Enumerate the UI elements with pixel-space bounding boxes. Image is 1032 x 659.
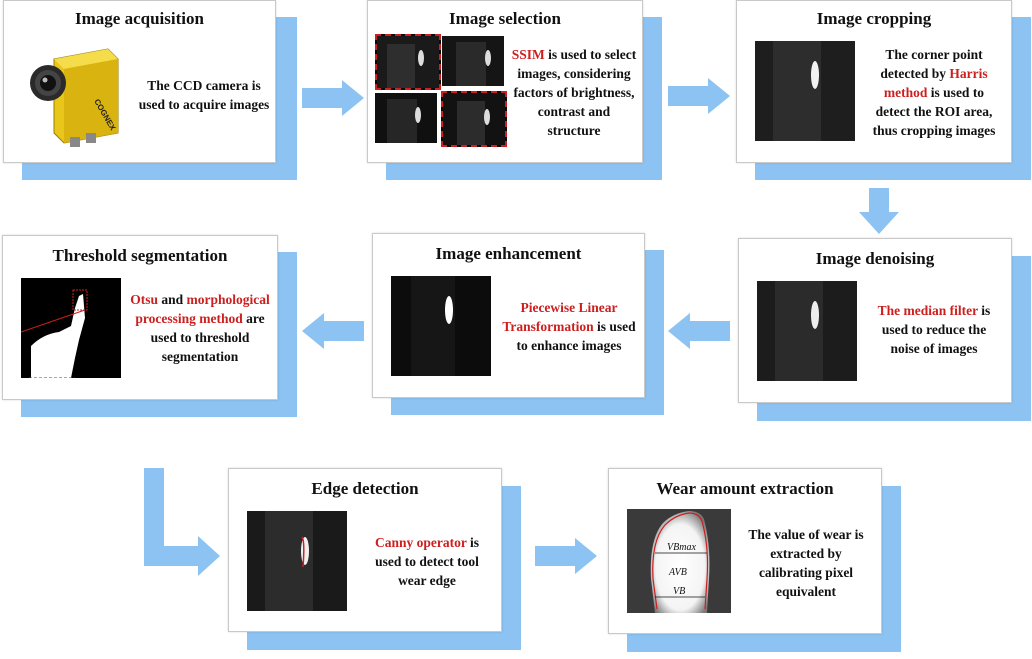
threshold-desc-line-3: used to threshold bbox=[150, 330, 250, 345]
cropping-desc-line-2: detected by Harris bbox=[859, 64, 1009, 83]
ssim-highlight: SSIM bbox=[511, 47, 545, 62]
arrow-left-icon bbox=[668, 313, 730, 349]
piecewise-highlight: Piecewise Linear bbox=[520, 300, 618, 315]
wear-desc-line-3: calibrating pixel bbox=[758, 565, 854, 580]
edge-desc-line-3: wear edge bbox=[398, 573, 456, 588]
arrow-right-icon bbox=[302, 80, 364, 116]
selection-desc-rest: is used to select bbox=[544, 47, 637, 62]
denoising-title: Image denoising bbox=[815, 249, 935, 268]
edge-title: Edge detection bbox=[311, 479, 419, 498]
threshold-image bbox=[21, 278, 121, 378]
selection-desc-line-2: images, considering bbox=[517, 66, 631, 81]
cropping-image bbox=[755, 41, 855, 141]
acquisition-title: Image acquisition bbox=[75, 9, 204, 28]
threshold-title: Threshold segmentation bbox=[52, 246, 228, 265]
edge-image bbox=[247, 511, 347, 611]
method-highlight: method bbox=[883, 85, 928, 100]
enhancement-card: Image enhancement Piecewise Linear Trans… bbox=[372, 233, 645, 398]
threshold-desc-line-2: processing method are bbox=[123, 309, 277, 328]
threshold-and: and bbox=[157, 292, 187, 307]
cropping-card: Image cropping The corner point detected… bbox=[736, 0, 1012, 163]
denoising-desc-line-1: The median filter is bbox=[859, 301, 1009, 320]
acquisition-desc-line-1: The CCD camera is bbox=[147, 78, 261, 93]
threshold-desc: Otsu and morphological processing method… bbox=[123, 290, 277, 366]
selection-desc-line-1: SSIM is used to select bbox=[505, 45, 643, 64]
enhancement-desc-rest: is used bbox=[593, 319, 636, 334]
edge-card: Edge detection Canny operator is used to… bbox=[228, 468, 502, 632]
selection-desc: SSIM is used to select images, consideri… bbox=[505, 45, 643, 140]
arrow-right-icon bbox=[668, 78, 730, 114]
arrow-elbow-icon bbox=[144, 468, 220, 576]
selection-card: Image selection SSIM is used to select i… bbox=[367, 0, 643, 163]
enhancement-image bbox=[391, 276, 491, 376]
threshold-are: are bbox=[242, 311, 265, 326]
arrow-left-icon bbox=[302, 313, 364, 349]
median-filter-highlight: The median filter bbox=[877, 303, 978, 318]
denoising-desc-line-2: used to reduce the bbox=[881, 322, 987, 337]
wear-desc-line-1: The value of wear is bbox=[748, 527, 864, 542]
wear-desc-line-2: extracted by bbox=[770, 546, 842, 561]
wear-label-vb: VB bbox=[673, 586, 685, 597]
cropping-desc-pre: detected by bbox=[880, 66, 950, 81]
wear-label-vbmax: VBmax bbox=[667, 542, 696, 553]
cropping-desc: The corner point detected by Harris meth… bbox=[859, 45, 1009, 140]
enhancement-title: Image enhancement bbox=[435, 244, 582, 263]
selection-image-3 bbox=[375, 93, 437, 143]
morphological-highlight: morphological bbox=[186, 292, 270, 307]
selection-image-4 bbox=[441, 91, 507, 147]
edge-desc-line-1: Canny operator is bbox=[355, 533, 499, 552]
arrow-down-icon bbox=[859, 188, 899, 234]
denoising-card: Image denoising The median filter is use… bbox=[738, 238, 1012, 403]
enhancement-desc-line-3: to enhance images bbox=[516, 338, 622, 353]
threshold-card: Threshold segmentation Otsu and morpholo… bbox=[2, 235, 278, 400]
arrow-right-icon bbox=[535, 538, 597, 574]
canny-highlight: Canny operator bbox=[374, 535, 467, 550]
acquisition-desc-line-2: used to acquire images bbox=[138, 97, 270, 112]
denoising-image bbox=[757, 281, 857, 381]
processing-method-highlight: processing method bbox=[135, 311, 243, 326]
selection-desc-line-4: contrast and bbox=[537, 104, 611, 119]
cropping-desc-post: is used to bbox=[927, 85, 985, 100]
otsu-highlight: Otsu bbox=[130, 292, 158, 307]
edge-desc-line-2: used to detect tool bbox=[375, 554, 479, 569]
cropping-desc-line-1: The corner point bbox=[885, 47, 983, 62]
transformation-highlight: Transformation bbox=[502, 319, 594, 334]
denoising-desc: The median filter is used to reduce the … bbox=[859, 301, 1009, 358]
wear-image: VBmax AVB VB bbox=[627, 509, 731, 613]
selection-image-1 bbox=[375, 34, 441, 90]
wear-title: Wear amount extraction bbox=[656, 479, 834, 498]
threshold-desc-line-4: segmentation bbox=[161, 349, 239, 364]
wear-desc: The value of wear is extracted by calibr… bbox=[733, 525, 879, 601]
edge-desc: Canny operator is used to detect tool we… bbox=[355, 533, 499, 590]
ccd-camera-icon: COGNEX bbox=[26, 41, 126, 151]
wear-card: Wear amount extraction VBmax AVB VB The … bbox=[608, 468, 882, 634]
denoising-desc-line-3: noise of images bbox=[890, 341, 978, 356]
cropping-desc-line-4: detect the ROI area, bbox=[875, 104, 993, 119]
cropping-title: Image cropping bbox=[816, 9, 932, 28]
selection-title: Image selection bbox=[449, 9, 561, 28]
edge-desc-rest: is bbox=[466, 535, 480, 550]
selection-desc-line-3: factors of brightness, bbox=[513, 85, 635, 100]
acquisition-desc: The CCD camera is used to acquire images bbox=[129, 76, 279, 114]
wear-desc-line-4: equivalent bbox=[775, 584, 836, 599]
enhancement-desc-line-2: Transformation is used bbox=[495, 317, 643, 336]
denoising-desc-rest: is bbox=[977, 303, 991, 318]
wear-label-avb: AVB bbox=[668, 567, 687, 578]
cropping-desc-line-3: method is used to bbox=[859, 83, 1009, 102]
acquisition-card: Image acquisition COGNEX The CCD camera … bbox=[3, 0, 276, 163]
selection-image-2 bbox=[442, 36, 504, 86]
cropping-desc-line-5: thus cropping images bbox=[872, 123, 996, 138]
threshold-desc-line-1: Otsu and morphological bbox=[123, 290, 277, 309]
harris-highlight: Harris bbox=[949, 66, 988, 81]
selection-desc-line-5: structure bbox=[547, 123, 601, 138]
enhancement-desc: Piecewise Linear Transformation is used … bbox=[495, 298, 643, 355]
